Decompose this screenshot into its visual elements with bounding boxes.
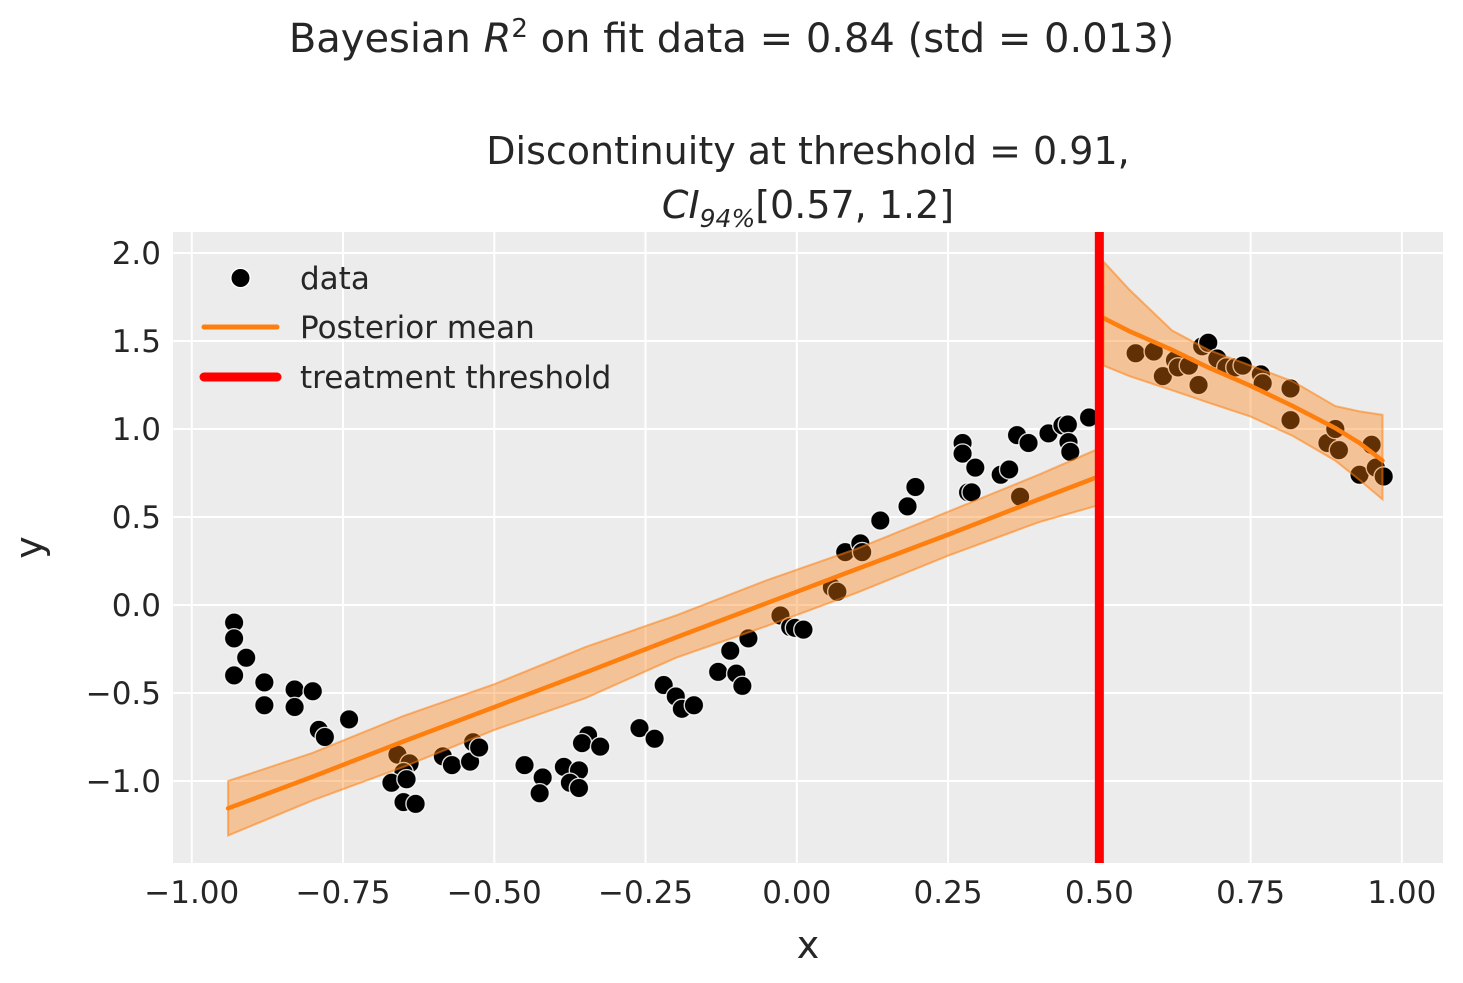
y-tick-label: −1.0 — [86, 764, 161, 800]
data-point — [1018, 432, 1039, 454]
data-point — [793, 619, 814, 641]
data-point — [869, 510, 891, 531]
posterior-mean-line — [1101, 315, 1385, 463]
ci-range: [0.57, 1.2] — [755, 183, 955, 227]
x-tick-label: 1.00 — [1367, 875, 1436, 911]
data-point — [253, 672, 275, 693]
y-tick-label: 0.0 — [112, 588, 161, 624]
x-tick-label: 0.25 — [914, 875, 983, 911]
r-squared-symbol: R — [483, 16, 512, 62]
data-point — [568, 777, 590, 799]
legend-label: treatment threshold — [300, 360, 611, 396]
data-point — [396, 768, 417, 790]
y-tick-label: 1.0 — [112, 412, 161, 448]
figure-title-prefix: Bayesian — [288, 16, 484, 62]
data-point — [731, 675, 753, 697]
figure-title: Bayesian R2 on fit data = 0.84 (std = 0.… — [0, 14, 1463, 62]
x-axis-label: x — [797, 923, 820, 967]
x-tick-label: −0.25 — [598, 875, 693, 911]
data-point — [223, 664, 245, 686]
data-point — [514, 754, 535, 776]
y-tick-label: 2.0 — [112, 236, 161, 272]
data-point — [468, 737, 490, 758]
data-point — [571, 732, 593, 754]
data-point — [1188, 374, 1209, 396]
r-squared-exponent: 2 — [511, 14, 528, 44]
data-point — [529, 782, 551, 804]
data-point — [851, 541, 873, 563]
ci-symbol: CI — [661, 183, 700, 227]
data-point — [1280, 409, 1301, 431]
data-point — [314, 726, 336, 748]
data-point — [302, 680, 324, 702]
plot-background — [173, 232, 1443, 863]
y-axis-label: y — [7, 536, 51, 559]
axes-title-line1: Discontinuity at threshold = 0.91, — [486, 129, 1130, 173]
legend-label: Posterior mean — [300, 310, 535, 346]
data-point — [904, 476, 926, 498]
data-point — [952, 443, 973, 464]
data-point — [1373, 466, 1395, 487]
data-point — [338, 708, 360, 730]
data-point — [405, 793, 427, 815]
x-tick-label: 0.75 — [1216, 875, 1285, 911]
x-tick-label: −0.75 — [296, 875, 391, 911]
legend: data Posterior mean treatment threshold — [199, 261, 611, 396]
ci-level: 94% — [699, 204, 756, 233]
y-tick-label: 1.5 — [112, 324, 161, 360]
data-point — [253, 694, 275, 716]
axes-title-line2: CI94%[0.57, 1.2] — [173, 178, 1443, 237]
data-point — [683, 694, 705, 716]
x-tick-label: −1.00 — [144, 875, 239, 911]
x-tick-label: 0.00 — [762, 875, 831, 911]
data-point — [826, 581, 848, 603]
x-tick-label: 0.50 — [1065, 875, 1134, 911]
data-point — [964, 457, 986, 479]
data-point — [1328, 439, 1350, 461]
data-point — [644, 728, 666, 750]
data-point — [589, 736, 611, 758]
data-point — [1057, 414, 1079, 435]
data-point — [284, 696, 306, 718]
data-point — [441, 754, 463, 776]
data-point — [235, 647, 257, 669]
data-point — [284, 679, 306, 700]
legend-label: data — [300, 261, 370, 297]
data-point — [223, 628, 245, 649]
figure-title-suffix: on fit data = 0.84 (std = 0.013) — [527, 16, 1175, 62]
axes-title: Discontinuity at threshold = 0.91, CI94%… — [173, 124, 1443, 237]
posterior-mean-line — [225, 474, 1100, 811]
y-tick-label: 0.5 — [112, 500, 161, 536]
data-point — [719, 640, 741, 662]
y-tick-label: −0.5 — [86, 676, 161, 712]
legend-marker-data — [230, 267, 251, 289]
scatter-series — [223, 332, 1395, 815]
data-point — [707, 661, 729, 683]
series-layer — [223, 232, 1395, 863]
data-point — [998, 459, 1020, 480]
data-point — [897, 496, 918, 517]
x-tick-label: −0.50 — [447, 875, 542, 911]
data-point — [629, 717, 650, 739]
